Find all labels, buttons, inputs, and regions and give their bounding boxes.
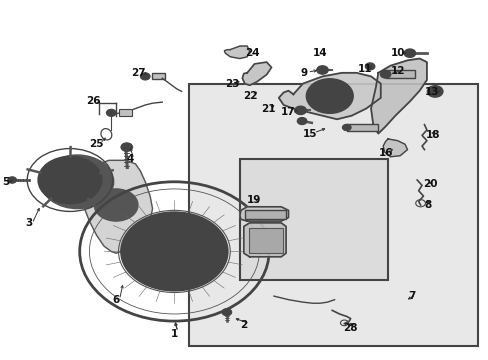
Circle shape [121,212,227,291]
Text: 17: 17 [281,107,295,117]
Text: 20: 20 [422,179,437,189]
Polygon shape [244,223,285,257]
Polygon shape [242,62,271,85]
Text: 21: 21 [260,104,275,113]
Text: 4: 4 [127,154,134,163]
Text: 6: 6 [112,295,120,305]
Circle shape [8,177,17,183]
Text: 26: 26 [86,96,101,107]
Text: 10: 10 [390,48,404,58]
Circle shape [297,117,306,125]
Circle shape [430,89,438,94]
Text: 25: 25 [89,139,104,149]
Circle shape [316,86,343,106]
Circle shape [89,172,97,177]
Circle shape [39,157,102,203]
Text: 12: 12 [390,66,404,76]
Circle shape [60,173,80,187]
Circle shape [41,155,113,208]
Circle shape [151,262,161,270]
Bar [385,70,414,78]
Polygon shape [240,207,288,221]
Circle shape [306,79,352,113]
Text: 11: 11 [357,64,372,74]
Text: 9: 9 [300,68,307,78]
Circle shape [342,124,350,131]
Bar [244,210,285,219]
Polygon shape [80,160,152,253]
Circle shape [121,143,132,152]
Text: 5: 5 [2,177,9,187]
Bar [188,84,477,346]
Circle shape [138,225,210,278]
Bar [248,228,282,253]
Circle shape [403,49,415,58]
Circle shape [106,109,116,116]
Bar [151,73,165,79]
Circle shape [427,86,442,97]
Text: 27: 27 [131,68,146,78]
Bar [118,109,132,116]
Circle shape [157,239,191,264]
Text: 18: 18 [425,130,440,140]
Text: 28: 28 [343,323,357,333]
Text: 22: 22 [243,91,257,101]
Bar [240,158,387,280]
Circle shape [195,244,205,251]
Text: 14: 14 [312,48,326,58]
Circle shape [145,240,155,247]
Text: 23: 23 [225,78,240,89]
Text: 1: 1 [170,329,178,339]
Text: 2: 2 [239,320,246,330]
Circle shape [316,66,327,74]
Circle shape [94,189,138,221]
Circle shape [183,265,192,272]
Circle shape [365,63,374,70]
Bar [346,124,378,131]
Circle shape [380,70,390,78]
Text: 3: 3 [25,218,32,228]
Circle shape [66,159,74,165]
Text: 16: 16 [378,148,392,158]
Polygon shape [224,46,249,59]
Text: 15: 15 [303,129,317,139]
Circle shape [140,73,150,80]
Circle shape [43,171,51,177]
Polygon shape [278,73,380,119]
Polygon shape [383,139,407,157]
Circle shape [80,192,88,197]
Circle shape [51,192,59,197]
Text: 19: 19 [246,195,260,204]
Circle shape [49,165,90,195]
Circle shape [222,309,231,316]
Circle shape [172,228,182,235]
Text: 24: 24 [244,48,259,58]
Text: 7: 7 [408,291,415,301]
Text: 8: 8 [424,200,431,210]
Polygon shape [370,59,426,134]
Circle shape [294,106,306,114]
Text: 13: 13 [424,87,438,98]
